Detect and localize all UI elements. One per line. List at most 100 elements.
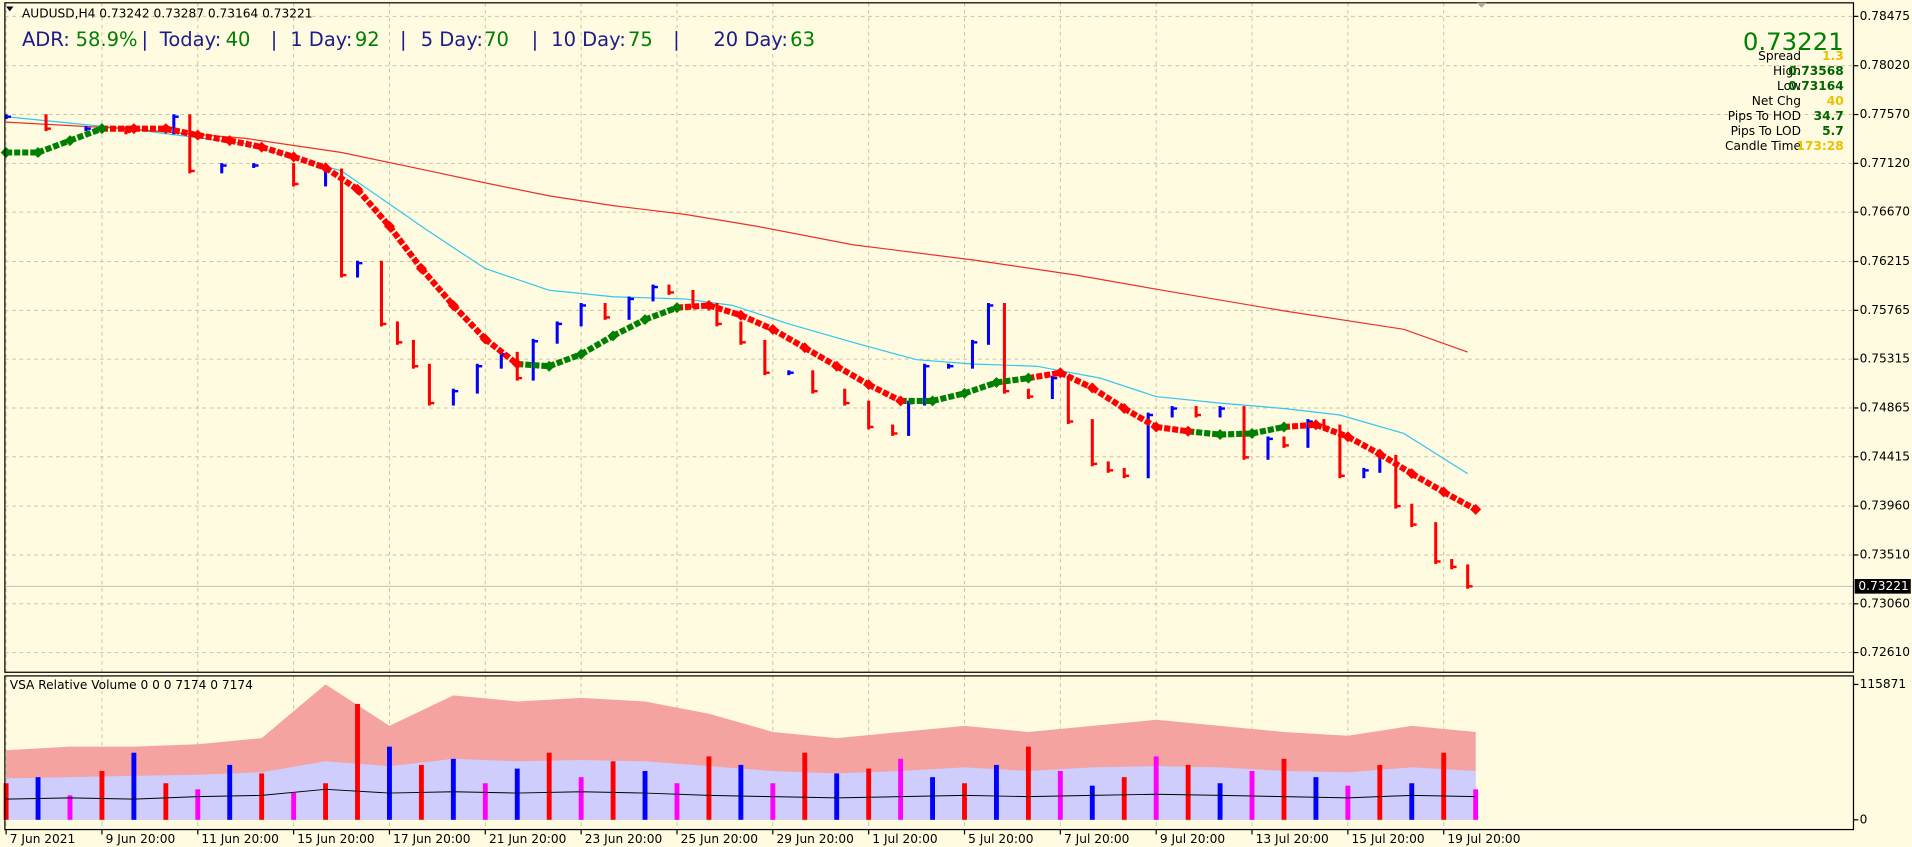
signal-segment xyxy=(1219,430,1253,438)
signal-segment xyxy=(517,361,550,370)
signal-diamond xyxy=(1022,372,1034,384)
signal-segment xyxy=(229,137,263,151)
volume-bar xyxy=(738,764,744,820)
signal-segment xyxy=(1410,470,1446,495)
signal-diamond xyxy=(1374,448,1386,460)
signal-segment xyxy=(1090,385,1126,412)
y-tick-label: 115871 xyxy=(1860,677,1907,691)
x-tick-label: 29 Jun 20:00 xyxy=(776,832,853,846)
signal-diamond xyxy=(1182,425,1194,437)
signal-segment xyxy=(483,336,520,367)
x-tick-label: 7 Jun 2021 xyxy=(10,832,76,846)
x-tick-label: 7 Jul 20:00 xyxy=(1064,832,1129,846)
signal-diamond xyxy=(1438,486,1450,498)
volume-frame xyxy=(4,675,1855,831)
adr-separator: | xyxy=(271,28,278,51)
x-tick-label: 9 Jul 20:00 xyxy=(1160,832,1225,846)
signal-diamond xyxy=(1278,421,1290,433)
signal-segment xyxy=(643,304,679,323)
signal-diamond xyxy=(1118,403,1130,415)
signal-diamond xyxy=(192,129,204,141)
signal-segment xyxy=(708,302,742,319)
y-tick-label: 0.77570 xyxy=(1860,107,1910,121)
signal-segment xyxy=(1314,421,1349,440)
volume-bar xyxy=(898,758,904,820)
y-tick-label: 0.76215 xyxy=(1860,254,1910,268)
signal-diamond xyxy=(320,162,332,174)
adr-value: 70 xyxy=(484,28,509,51)
signal-diamond xyxy=(1086,382,1098,394)
signal-diamond xyxy=(1470,503,1482,515)
volume-bar xyxy=(610,761,616,820)
info-price: 0.73221 xyxy=(1743,27,1844,56)
volume-title: VSA Relative Volume 0 0 0 7174 0 7174 xyxy=(10,678,253,692)
signal-diamond xyxy=(1214,429,1226,441)
volume-bar xyxy=(1409,783,1415,820)
signal-diamond xyxy=(831,360,843,372)
signal-diamond xyxy=(256,141,268,153)
volume-bar xyxy=(1377,764,1383,820)
signal-segment xyxy=(771,326,807,351)
signal-segment xyxy=(963,379,998,397)
signal-segment xyxy=(355,187,392,229)
y-tick-label: 0.74865 xyxy=(1860,400,1910,414)
signal-diamond xyxy=(128,123,140,135)
volume-bar xyxy=(482,783,488,820)
signal-diamond xyxy=(160,123,172,135)
signal-segment xyxy=(803,345,839,369)
signal-diamond xyxy=(799,342,811,354)
signal-segment xyxy=(739,312,775,333)
volume-bar xyxy=(578,777,584,820)
x-tick-label: 15 Jun 20:00 xyxy=(297,832,374,846)
adr-separator: | xyxy=(400,28,407,51)
volume-bar xyxy=(1217,783,1223,820)
volume-bar xyxy=(195,789,201,820)
info-value: 0.73568 xyxy=(1788,64,1844,78)
signal-diamond xyxy=(288,151,300,163)
signal-segment xyxy=(1122,405,1158,430)
adr-value: 40 xyxy=(226,28,251,51)
moving-average xyxy=(6,121,1468,353)
volume-bar xyxy=(1185,764,1191,820)
info-value: 5.7 xyxy=(1822,124,1844,138)
y-tick-label: 0.73060 xyxy=(1860,596,1910,610)
volume-bar xyxy=(962,783,967,820)
signal-diamond xyxy=(64,135,76,147)
signal-segment xyxy=(1187,428,1221,438)
adr-label: 1 Day: xyxy=(290,28,352,51)
y-tick-label: 0.73510 xyxy=(1860,547,1910,561)
volume-bar xyxy=(1281,758,1287,820)
y-tick-label: 0.77120 xyxy=(1860,156,1910,170)
volume-bar xyxy=(1313,777,1319,820)
signal-segment xyxy=(676,302,710,311)
signal-diamond xyxy=(1246,427,1258,439)
menu-triangle[interactable] xyxy=(6,6,14,12)
volume-bar xyxy=(67,795,73,820)
signal-diamond xyxy=(383,220,395,232)
volume-bar xyxy=(131,752,137,820)
y-tick-label: 0.75315 xyxy=(1860,352,1910,366)
volume-bar xyxy=(546,752,552,820)
info-value: 0.73164 xyxy=(1788,79,1844,93)
volume-bar xyxy=(450,758,456,820)
volume-bar xyxy=(259,773,265,820)
adr-value: 58.9% xyxy=(76,28,138,51)
signal-segment xyxy=(260,144,295,160)
signal-diamond xyxy=(1310,419,1322,431)
volume-bar xyxy=(1345,785,1351,820)
signal-diamond xyxy=(639,314,651,326)
x-tick-label: 5 Jul 20:00 xyxy=(968,832,1033,846)
signal-diamond xyxy=(479,333,491,345)
price-panel xyxy=(0,114,1854,589)
y-tick-label: 0.78475 xyxy=(1860,9,1910,23)
adr-separator: | xyxy=(532,28,539,51)
signal-segment xyxy=(867,381,902,404)
adr-separator: | xyxy=(673,28,680,51)
volume-bar xyxy=(291,792,297,820)
shift-marker xyxy=(1476,2,1487,8)
volume-bar xyxy=(994,764,999,820)
signal-diamond xyxy=(1342,431,1354,443)
signal-segment xyxy=(1346,434,1382,457)
volume-bar xyxy=(642,770,648,820)
